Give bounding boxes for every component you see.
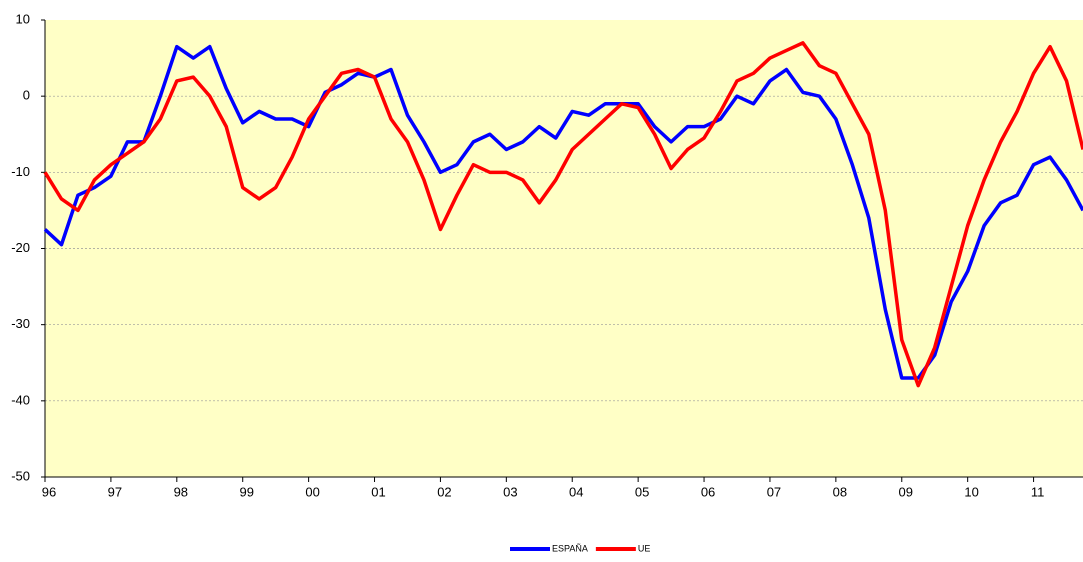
x-tick-label: 06 xyxy=(701,484,715,499)
series-line xyxy=(43,44,1083,380)
x-tick-label: 11 xyxy=(1031,484,1045,499)
x-tick-label: 08 xyxy=(833,484,847,499)
x-tick-label: 01 xyxy=(371,484,385,499)
x-tick-label: 97 xyxy=(108,484,122,499)
x-tick-label: 04 xyxy=(569,484,583,499)
x-tick-label: 00 xyxy=(305,484,319,499)
x-tick-label: 03 xyxy=(503,484,517,499)
x-tick-label: 07 xyxy=(767,484,781,499)
y-tick-label: 0 xyxy=(23,88,30,103)
legend-label: ESPAÑA xyxy=(552,543,588,553)
x-tick-label: 99 xyxy=(239,484,253,499)
y-tick-label: -30 xyxy=(11,316,30,331)
x-tick-label: 96 xyxy=(42,484,56,499)
x-tick-label: 05 xyxy=(635,484,649,499)
y-tick-label: -50 xyxy=(11,468,30,483)
x-tick-label: 02 xyxy=(437,484,451,499)
series-line xyxy=(43,41,1083,388)
legend-label: UE xyxy=(638,543,651,553)
x-tick-label: 98 xyxy=(174,484,188,499)
y-tick-label: -20 xyxy=(11,240,30,255)
x-tick-label: 09 xyxy=(899,484,913,499)
y-tick-label: 10 xyxy=(16,11,30,26)
y-tick-label: -10 xyxy=(11,164,30,179)
x-tick-label: 10 xyxy=(964,484,978,499)
plot-area xyxy=(45,20,1083,477)
y-tick-label: -40 xyxy=(11,392,30,407)
